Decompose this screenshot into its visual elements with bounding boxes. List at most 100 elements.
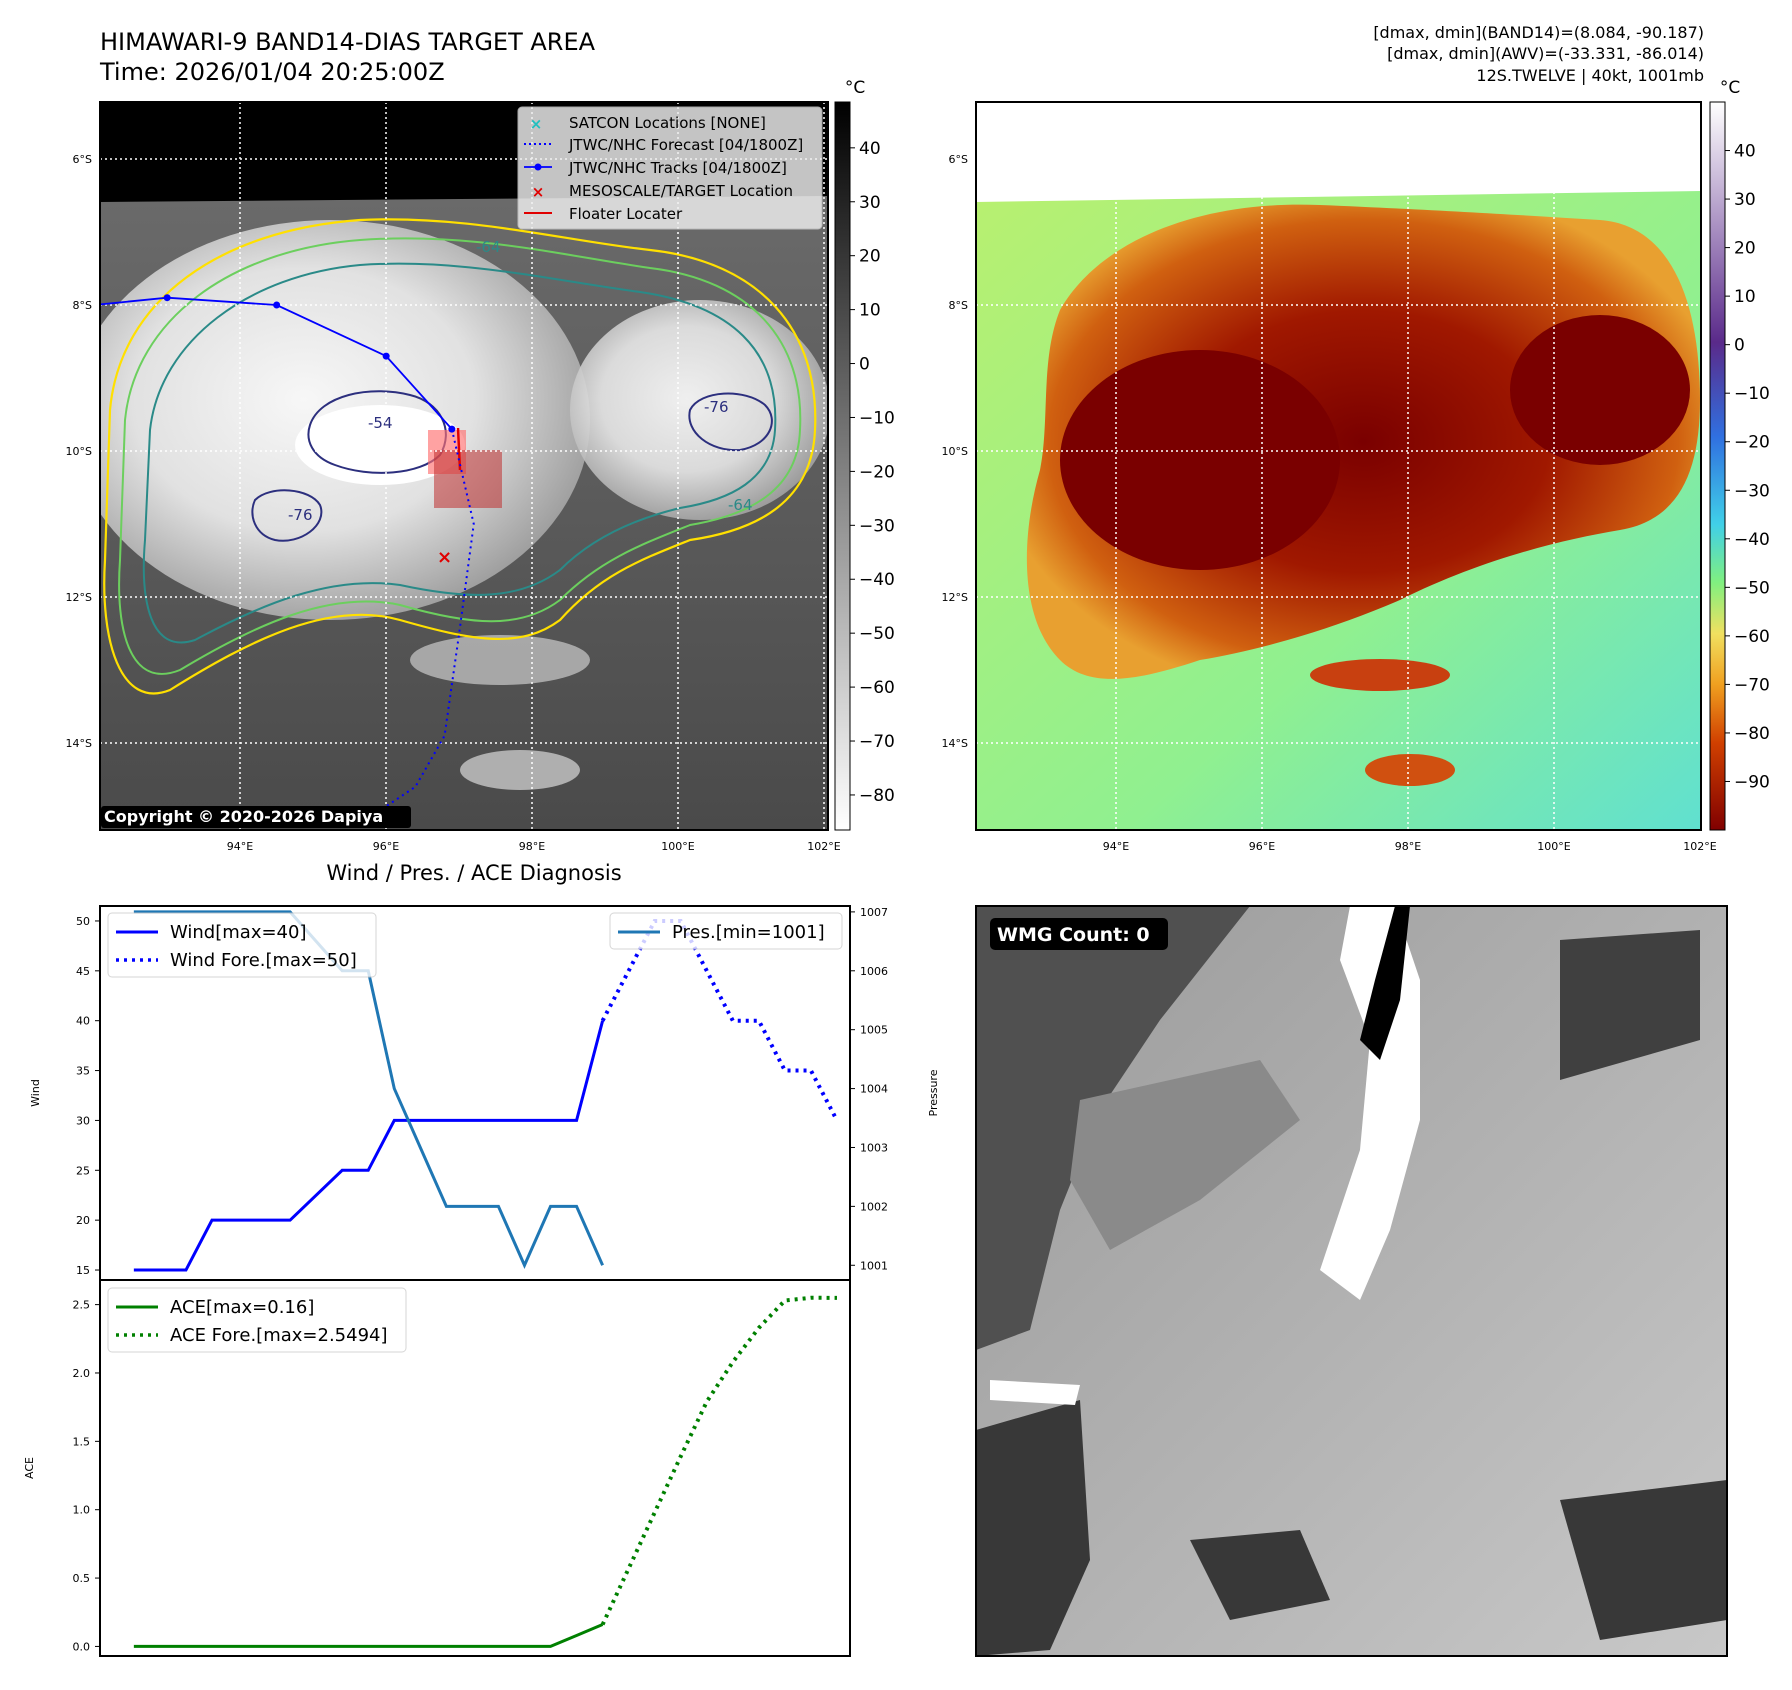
right-cb-label-10: −60 [1734, 627, 1770, 647]
contour-label-1: -54 [368, 414, 393, 432]
wind-ytick-label-4: 35 [76, 1065, 90, 1078]
ace-legend-box [107, 1287, 407, 1353]
wind-series-1 [600, 918, 839, 1122]
right-cb-label-4: 0 [1734, 336, 1745, 356]
right-lat-label-6: 6°S [949, 153, 968, 166]
pres-ytick-label-6: 1007 [860, 906, 888, 919]
awv-cold-core-west [1060, 350, 1340, 570]
wind-legend-label: Wind[max=40] [170, 922, 307, 943]
wmg-white-strip [990, 1380, 1080, 1405]
track-point-0 [163, 294, 171, 302]
contour-green [118, 237, 802, 675]
floater-locater [456, 427, 462, 471]
wind-ytick-label-6: 45 [76, 965, 90, 978]
info-awv-range: [dmax, dmin](AWV)=(-33.331, -86.014) [1387, 44, 1704, 63]
right-cb-label-12: −80 [1734, 724, 1770, 744]
ace-series-0 [133, 1623, 604, 1648]
right-cb-label-13: −90 [1734, 772, 1770, 792]
right-cb-label-6: −20 [1734, 433, 1770, 453]
left-map-frame [99, 101, 829, 831]
left-lon-label-102: 102°E [807, 840, 840, 853]
left-lon-label-96: 96°E [373, 840, 399, 853]
ace-ylabel: ACE [23, 1457, 36, 1479]
wind-fore-legend-label: Wind Fore.[max=50] [170, 950, 357, 971]
awv-south-band [1310, 659, 1450, 691]
legend-target-icon: × [532, 183, 545, 201]
right-lon-label-100: 100°E [1537, 840, 1570, 853]
wmg-dark-sw [976, 1400, 1090, 1656]
left-cb-label-7: −30 [859, 516, 895, 536]
ace-ytick-label-3: 1.5 [73, 1435, 91, 1448]
pres-ytick-label-1: 1002 [860, 1200, 888, 1213]
legend-track: JTWC/NHC Tracks [04/1800Z] [568, 159, 787, 177]
ace-ytick-label-1: 0.5 [73, 1572, 91, 1585]
pres-ytick-label-4: 1005 [860, 1024, 888, 1037]
left-cb-label-3: 10 [859, 301, 881, 321]
wmg-frame [975, 905, 1728, 1657]
legend-target: MESOSCALE/TARGET Location [569, 182, 793, 200]
pres-ytick-label-3: 1004 [860, 1083, 888, 1096]
left-lat-label-12: 12°S [66, 591, 92, 604]
right-map-frame [975, 101, 1702, 831]
right-cb-label-9: −50 [1734, 578, 1770, 598]
cloud-band-south2 [460, 750, 580, 790]
right-lat-label-12: 12°S [942, 591, 968, 604]
right-colorbar-bar [1709, 101, 1726, 831]
diagnosis-title: Wind / Pres. / ACE Diagnosis [326, 861, 621, 885]
contour-yellow [103, 218, 817, 695]
right-cb-label-8: −40 [1734, 530, 1770, 550]
info-band14-range: [dmax, dmin](BAND14)=(8.084, -90.187) [1373, 23, 1704, 42]
wind-ytick-label-3: 30 [76, 1114, 90, 1127]
wmg-black-band [1360, 906, 1410, 1060]
awv-map [975, 101, 1702, 831]
wind-ytick-label-2: 25 [76, 1164, 90, 1177]
track-point-2 [382, 352, 390, 360]
cloud-band-south [410, 635, 590, 685]
left-cb-label-6: −20 [859, 462, 895, 482]
left-lon-label-100: 100°E [661, 840, 694, 853]
wmg-dark-s [1190, 1530, 1330, 1620]
pres-legend: Pres.[min=1001] [609, 912, 843, 950]
right-lat-label-10: 10°S [942, 445, 968, 458]
legend-satcon-icon: × [530, 115, 543, 133]
contour-label-3: -64 [728, 496, 753, 514]
contour-label-5: -64 [476, 238, 501, 256]
wmg-dark-ne [1560, 930, 1700, 1080]
left-cb-label-9: −50 [859, 624, 895, 644]
right-lon-label-102: 102°E [1683, 840, 1716, 853]
wmg-mid-region [1070, 1060, 1300, 1250]
ace-ytick-label-0: 0.0 [73, 1640, 91, 1653]
wind-pressure-chart: 15 20 25 30 35 40 45 50 1001 1002 1003 1004 1005 100… [29, 905, 940, 1281]
target-x: × [437, 547, 452, 568]
right-colorbar-unit: °C [1720, 78, 1740, 98]
ace-chart: 0.0 0.5 1.0 1.5 2.0 2.5 ACE ACE[max=0.16] ACE… [23, 1279, 851, 1657]
legend-floater: Floater Locater [569, 205, 683, 223]
wind-ytick-label-0: 15 [76, 1264, 90, 1277]
left-cb-label-0: 40 [859, 139, 881, 159]
wind-series-2 [133, 910, 604, 1269]
right-cb-label-7: −30 [1734, 481, 1770, 501]
left-lon-label-94: 94°E [227, 840, 253, 853]
wmg-count-label: WMG Count: 0 [997, 924, 1150, 946]
left-lat-label-6: 6°S [73, 153, 92, 166]
right-lon-label-98: 98°E [1395, 840, 1421, 853]
left-cb-label-2: 20 [859, 247, 881, 267]
legend-box [517, 106, 823, 230]
left-cb-label-5: −10 [859, 408, 895, 428]
left-cb-label-4: 0 [859, 355, 870, 375]
wind-legend-box [107, 912, 377, 978]
contour-label-4: -76 [288, 506, 313, 524]
right-colorbar: °C 40 30 20 10 0 −10 −20 −30 −40 −50 −60 −70 −80 −90 [1709, 78, 1770, 831]
right-cb-label-1: 30 [1734, 190, 1756, 210]
copyright-text: Copyright © 2020-2026 Dapiya [104, 807, 383, 826]
wmg-dark-se [1560, 1480, 1727, 1640]
copyright-box [101, 806, 411, 828]
wind-legend: Wind[max=40] Wind Fore.[max=50] [107, 912, 377, 978]
right-lat-label-8: 8°S [949, 299, 968, 312]
figure-title: HIMAWARI-9 BAND14-DIAS TARGET AREA [100, 28, 596, 56]
right-lat-label-14: 14°S [942, 737, 968, 750]
right-cb-label-0: 40 [1734, 142, 1756, 162]
left-cb-label-12: −80 [859, 786, 895, 806]
wmg-dark-region-nw [976, 906, 1250, 1350]
